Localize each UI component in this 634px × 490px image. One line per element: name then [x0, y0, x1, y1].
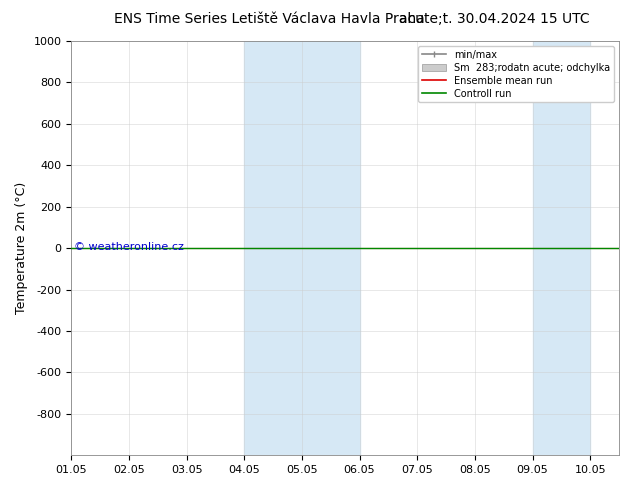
Bar [244, 41, 302, 455]
Bar [302, 41, 359, 455]
Text: acute;t. 30.04.2024 15 UTC: acute;t. 30.04.2024 15 UTC [399, 12, 590, 26]
Text: © weatheronline.cz: © weatheronline.cz [74, 242, 184, 252]
Text: ENS Time Series Letiště Václava Havla Praha: ENS Time Series Letiště Václava Havla Pr… [114, 12, 425, 26]
Legend: min/max, Sm  283;rodatn acute; odchylka, Ensemble mean run, Controll run: min/max, Sm 283;rodatn acute; odchylka, … [418, 46, 614, 102]
Bar [533, 41, 590, 455]
Y-axis label: Temperature 2m (°C): Temperature 2m (°C) [15, 182, 28, 314]
